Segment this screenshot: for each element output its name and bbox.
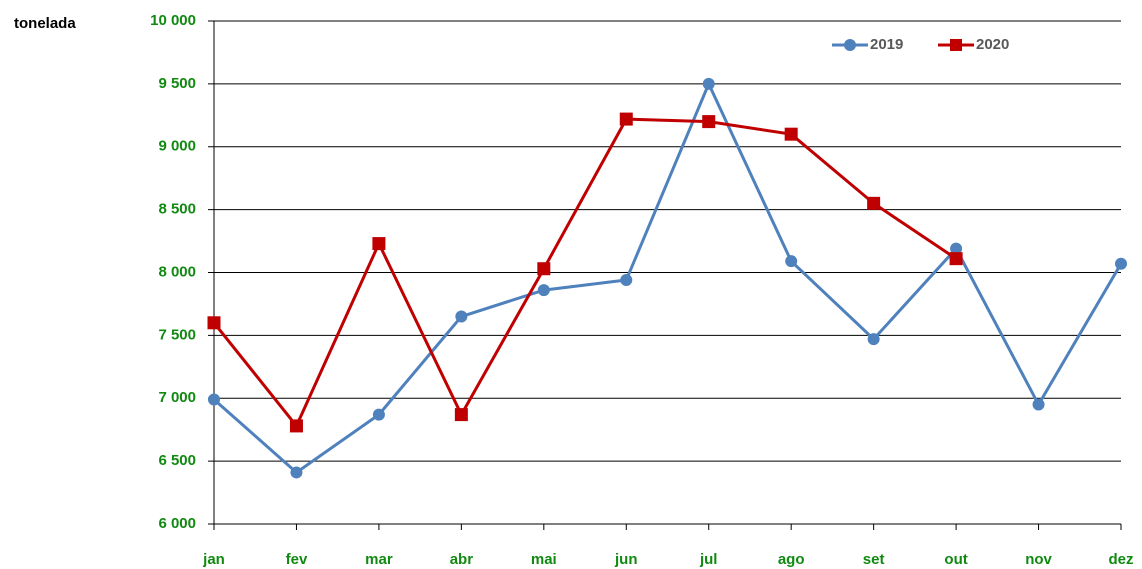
data-point (785, 255, 798, 268)
data-point (619, 112, 633, 126)
series-line (213, 80, 1123, 475)
data-point (537, 284, 550, 297)
y-tick-label: 9 500 (158, 75, 196, 92)
x-tick-label: jul (699, 551, 718, 568)
y-tick-label: 10 000 (150, 12, 196, 29)
y-tick-label: 6 500 (158, 452, 196, 469)
data-point (867, 333, 880, 346)
data-point (290, 466, 303, 479)
x-tick-label: fev (286, 551, 308, 568)
x-tick-label: set (863, 551, 885, 568)
data-point (537, 262, 551, 276)
data-point (702, 77, 715, 90)
data-point (784, 127, 798, 141)
x-tick-label: mai (531, 551, 557, 568)
x-tick-label: abr (450, 551, 474, 568)
y-tick-label: 8 000 (158, 263, 196, 280)
x-tick-label: jun (614, 551, 638, 568)
data-point (950, 242, 963, 255)
data-point (454, 408, 468, 422)
data-point (620, 274, 633, 287)
data-point (867, 196, 881, 210)
x-tick-label: nov (1025, 551, 1052, 568)
y-tick-label: 9 000 (158, 138, 196, 155)
legend-label: 2019 (870, 36, 903, 53)
data-point (1115, 257, 1127, 270)
data-point (208, 393, 220, 406)
legend-marker (950, 39, 962, 51)
legend-marker (844, 39, 856, 51)
data-point (702, 115, 716, 129)
series-line (212, 117, 957, 429)
data-point (372, 237, 386, 251)
data-point (372, 408, 385, 421)
y-tick-label: 7 000 (158, 389, 196, 406)
y-tick-label: 8 500 (158, 201, 196, 218)
x-tick-label: mar (365, 551, 393, 568)
y-axis-label: tonelada (14, 15, 76, 32)
x-tick-label: jan (202, 551, 225, 568)
data-point (207, 316, 221, 330)
data-point (455, 310, 468, 323)
x-tick-label: out (944, 551, 967, 568)
data-point (289, 419, 303, 433)
x-tick-label: dez (1108, 551, 1133, 568)
data-point (949, 252, 963, 266)
y-tick-label: 7 500 (158, 326, 196, 343)
y-tick-label: 6 000 (158, 515, 196, 532)
legend-label: 2020 (976, 36, 1009, 53)
data-point (1032, 398, 1045, 411)
x-tick-label: ago (778, 551, 805, 568)
